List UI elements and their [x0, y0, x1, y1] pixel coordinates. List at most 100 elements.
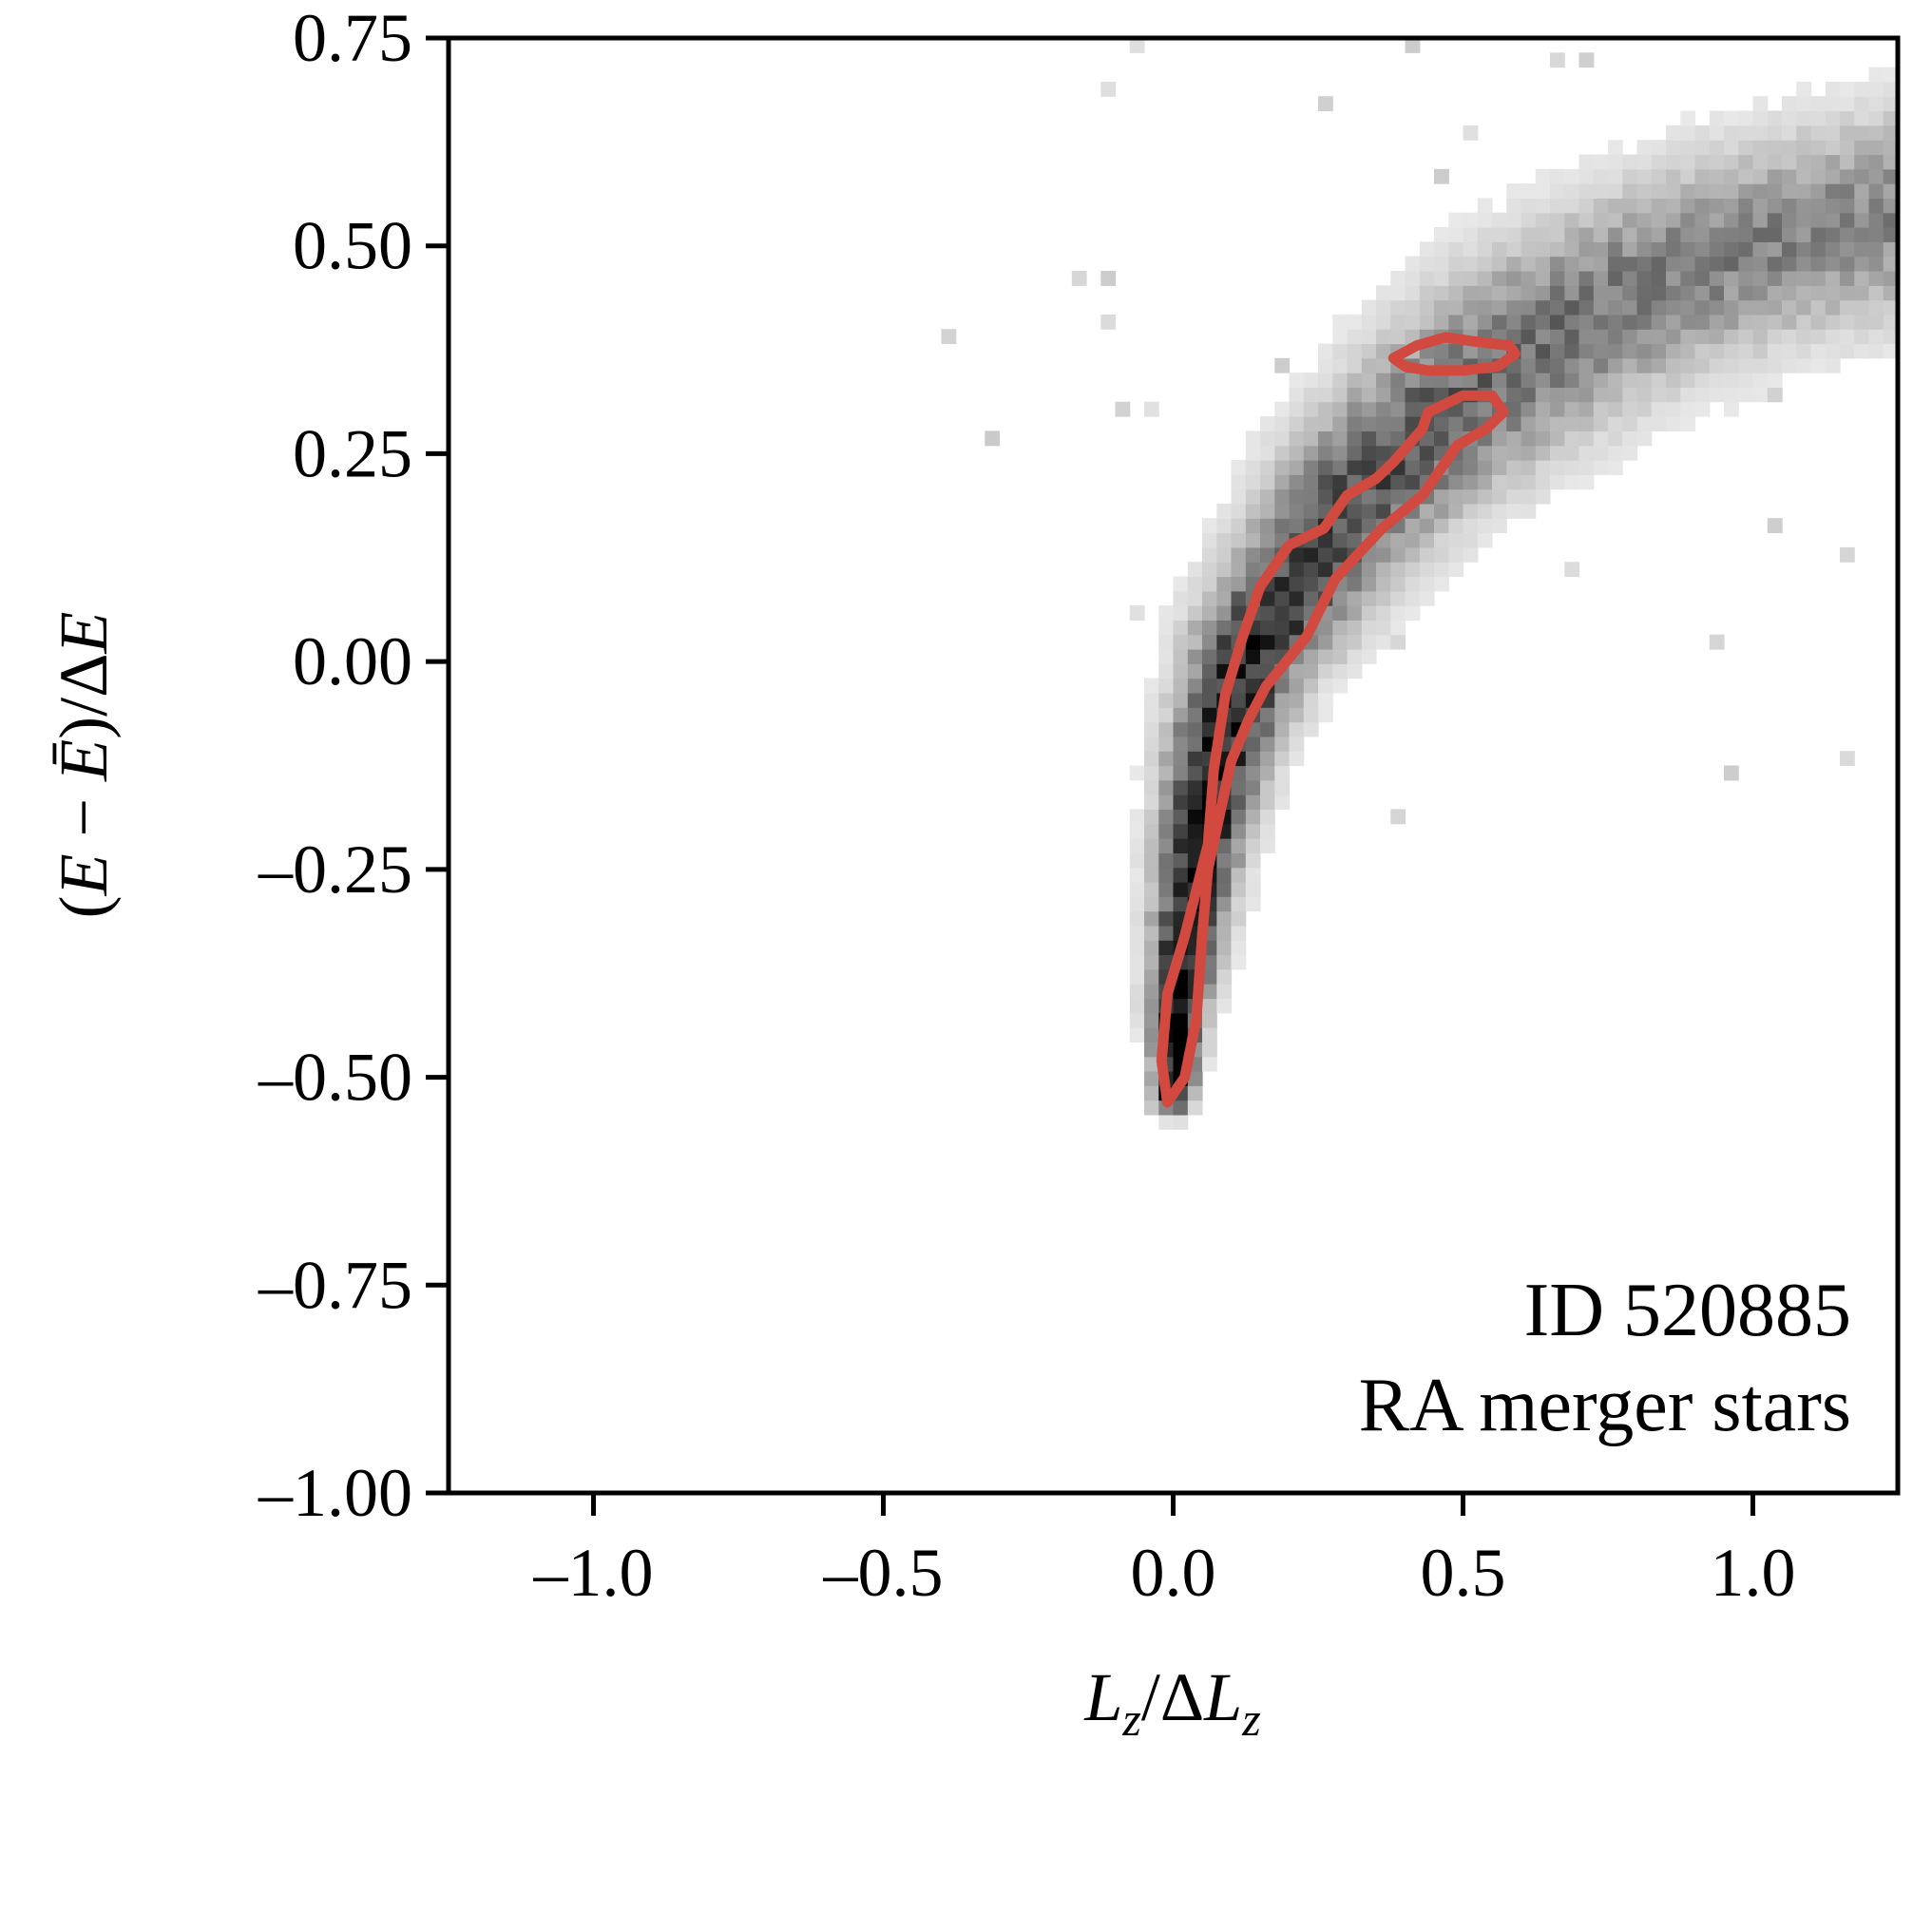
density-bin: [1767, 285, 1783, 301]
density-bin: [1129, 940, 1145, 956]
density-bin: [1622, 416, 1638, 431]
density-bin: [1390, 329, 1406, 345]
density-bin: [1318, 357, 1333, 373]
y-tick-label: 0.50: [293, 208, 412, 284]
density-bin: [1680, 387, 1696, 403]
density-bin: [1245, 678, 1261, 694]
density-bin: [1332, 387, 1349, 403]
density-bin: [1463, 256, 1479, 272]
density-bin: [1593, 227, 1609, 242]
density-bin: [1709, 140, 1725, 156]
density-bin: [1506, 256, 1522, 272]
density-bin: [1564, 474, 1580, 490]
density-bin: [1332, 634, 1349, 650]
density-bin: [1245, 532, 1261, 548]
density-bin: [1782, 256, 1797, 272]
density-bin: [1158, 736, 1175, 752]
density-bin: [1608, 154, 1623, 170]
density-bin: [1521, 357, 1537, 373]
density-bin: [1767, 314, 1783, 330]
density-bin: [1144, 1100, 1159, 1116]
density-bin: [1521, 460, 1537, 475]
density-bin: [1868, 124, 1884, 141]
density-bin: [1840, 285, 1855, 301]
density-bin: [1419, 460, 1435, 475]
density-bin: [1477, 299, 1493, 316]
density-bin: [1361, 387, 1377, 403]
density-bin: [1854, 198, 1870, 214]
density-bin: [1825, 198, 1841, 214]
density-bin: [1738, 314, 1754, 330]
density-bin: [1550, 416, 1565, 431]
density-bin: [1187, 634, 1203, 650]
density-bin: [1709, 124, 1725, 141]
density-bin: [1868, 140, 1884, 156]
density-bin: [1390, 285, 1406, 301]
density-bin: [1651, 256, 1667, 272]
density-bin: [1434, 241, 1449, 258]
density-bin: [1173, 765, 1189, 781]
density-bin: [1158, 1114, 1175, 1130]
density-bin: [1187, 838, 1203, 853]
density-bin: [1376, 401, 1391, 417]
density-bin: [1434, 314, 1449, 330]
density-bin: [1564, 256, 1580, 272]
density-bin: [1636, 373, 1653, 388]
density-bin: [1535, 474, 1551, 490]
density-bin: [1390, 634, 1406, 650]
density-bin: [1694, 343, 1711, 359]
density-bin: [1564, 329, 1580, 345]
density-bin: [1608, 241, 1623, 258]
density-bin: [1245, 794, 1261, 810]
density-bin: [1738, 285, 1754, 301]
density-bin: [1636, 154, 1653, 170]
density-bin: [1564, 357, 1580, 373]
density-bin: [1260, 794, 1275, 810]
density-bin: [1868, 212, 1884, 228]
density-bin: [1767, 343, 1783, 359]
density-bin: [1883, 198, 1898, 214]
density-bin: [1578, 299, 1595, 316]
density-bin: [1260, 430, 1275, 447]
density-bin: [1405, 285, 1421, 301]
density-bin: [1492, 299, 1507, 316]
density-bin: [1187, 779, 1203, 795]
density-bin: [1782, 140, 1797, 156]
density-bin: [1883, 343, 1898, 359]
density-bin: [1680, 373, 1696, 388]
density-bin: [1405, 299, 1421, 316]
density-bin: [1173, 852, 1189, 869]
x-tick-label: 0.5: [1421, 1535, 1506, 1611]
density-bin: [1173, 590, 1189, 606]
density-bin: [1738, 227, 1754, 242]
density-bin: [1578, 198, 1595, 214]
density-bin: [1260, 634, 1275, 650]
density-bin: [1578, 168, 1595, 184]
density-bin: [1260, 546, 1275, 563]
density-bin: [1245, 634, 1261, 650]
density-bin: [1477, 212, 1493, 228]
density-bin: [1810, 227, 1827, 242]
density-bin: [1463, 343, 1479, 359]
density-bin: [1651, 271, 1667, 286]
density-bin: [1694, 168, 1711, 184]
density-bin: [1216, 634, 1233, 650]
y-tick-label: 0.25: [293, 415, 412, 491]
density-bin: [1318, 416, 1333, 431]
density-bin: [1448, 227, 1464, 242]
density-bin: [1158, 620, 1175, 636]
density-bin: [1434, 373, 1449, 388]
density-bin: [1332, 649, 1349, 664]
density-bin: [1144, 1012, 1159, 1028]
density-bin: [1694, 299, 1711, 316]
density-bin: [1694, 154, 1711, 170]
density-bin: [1332, 620, 1349, 636]
density-bin: [1680, 357, 1696, 373]
density-bin: [1666, 314, 1681, 330]
density-bin: [1854, 124, 1870, 141]
density-bin: [1738, 212, 1754, 228]
density-bin: [1274, 678, 1291, 694]
density-bin: [1332, 314, 1349, 330]
density-bin: [1419, 532, 1435, 548]
density-bin: [1158, 838, 1175, 853]
